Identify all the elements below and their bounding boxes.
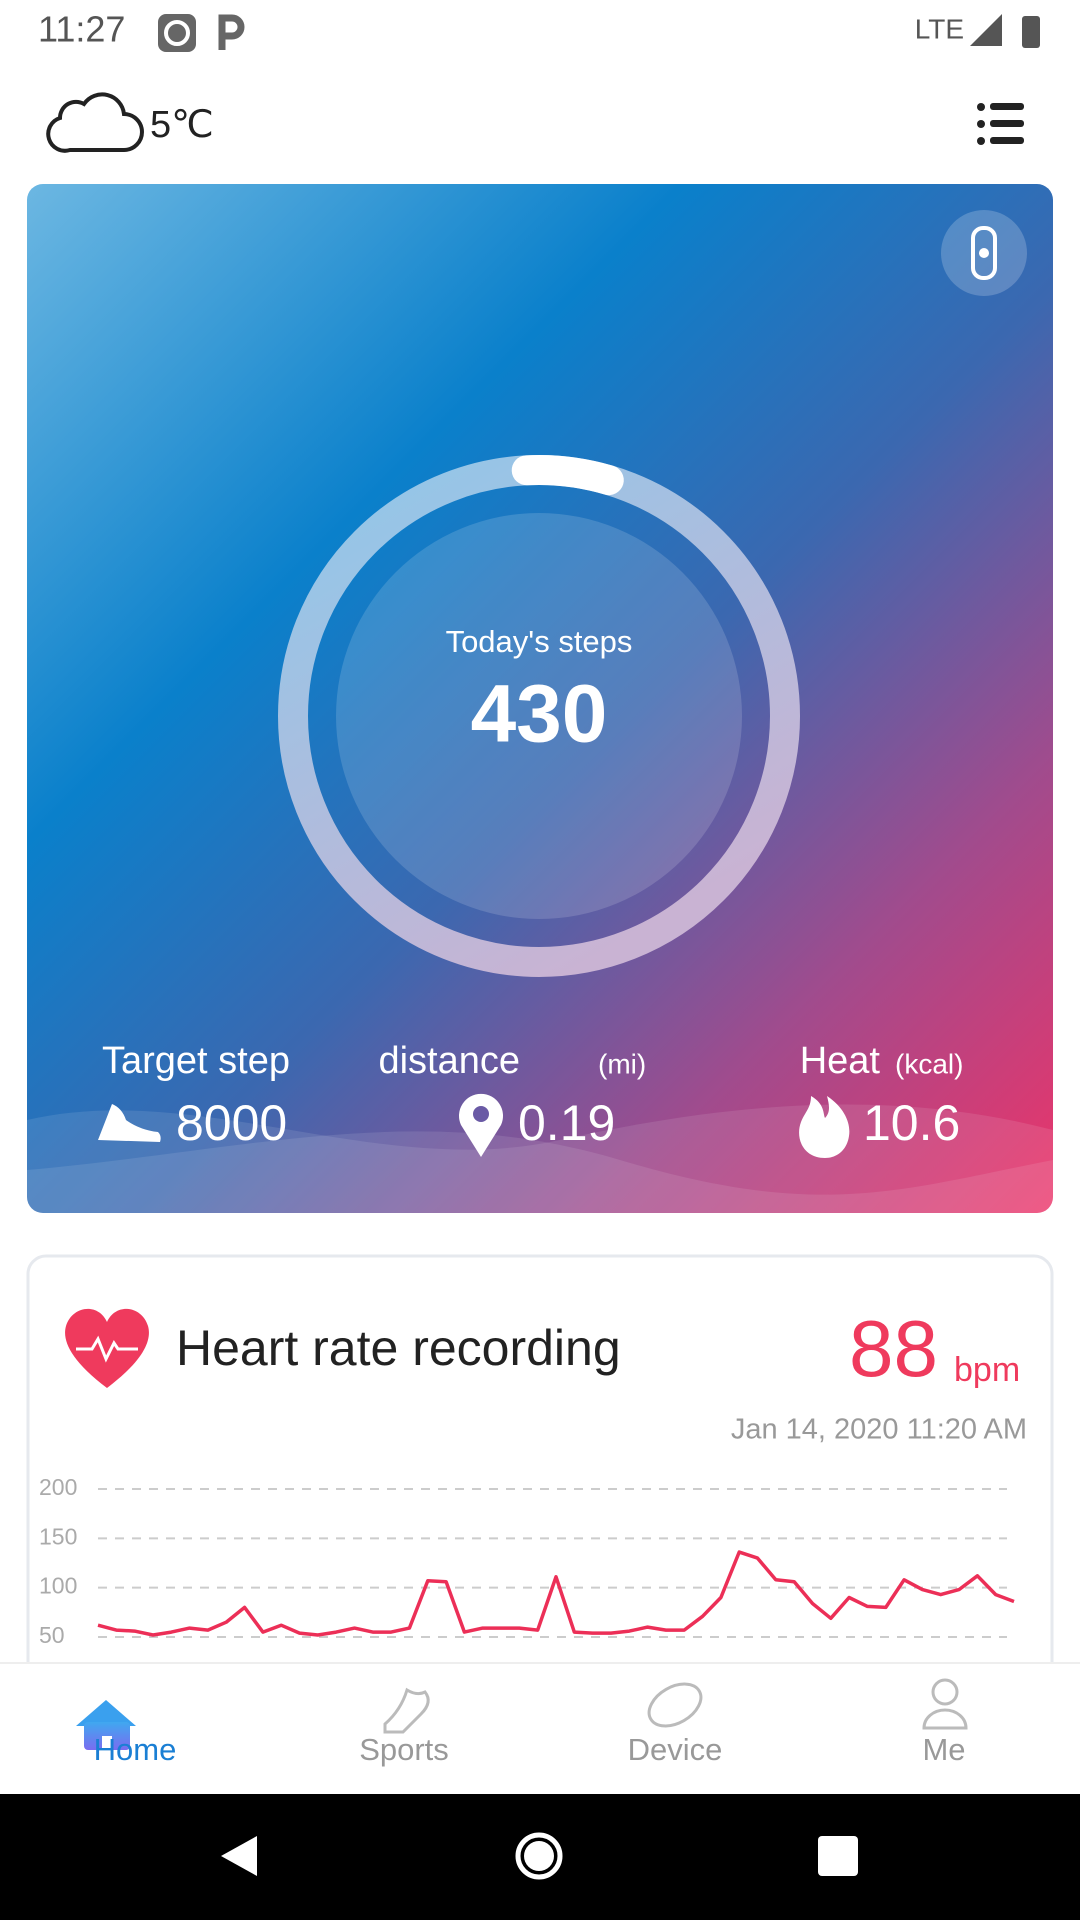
heart-chart: 50 100 150 200 — [39, 1474, 1015, 1648]
bottom-nav — [0, 1663, 1080, 1794]
cloud-icon — [46, 92, 144, 153]
home-button-dot — [524, 1841, 554, 1871]
nav-tab[interactable]: Me — [922, 1732, 965, 1767]
home-button[interactable] — [515, 1832, 563, 1880]
nav-tab[interactable]: Device — [628, 1732, 723, 1767]
progress-arc — [511, 455, 624, 496]
y-tick-label: 150 — [39, 1523, 77, 1549]
status-network: LTE — [915, 13, 964, 44]
status-icon-glyph — [164, 20, 190, 46]
wave — [27, 1104, 1053, 1213]
heat-label: Heat — [800, 1040, 881, 1082]
distance-unit: (mi) — [598, 1048, 646, 1079]
shoe-icon — [98, 1104, 161, 1142]
wave — [27, 1131, 1053, 1213]
band-icon — [971, 226, 997, 280]
nav-tab[interactable]: Home — [94, 1732, 177, 1767]
heart-unit: bpm — [954, 1351, 1020, 1389]
status-icon — [158, 14, 196, 52]
heart-timestamp: Jan 14, 2020 11:20 AM — [731, 1414, 1027, 1446]
y-tick-label: 200 — [39, 1474, 77, 1500]
heart-value: 88 — [849, 1304, 938, 1393]
heat-value: 10.6 — [863, 1095, 960, 1151]
back-button[interactable] — [221, 1836, 257, 1876]
pin-icon-dot — [473, 1106, 489, 1122]
device-icon[interactable] — [642, 1675, 708, 1734]
band-icon-dot — [979, 248, 989, 258]
heat-unit: (kcal) — [895, 1048, 963, 1079]
inner-circle — [336, 513, 742, 919]
signal-icon — [970, 14, 1002, 46]
home-tab[interactable] — [76, 1700, 136, 1750]
pin-icon — [458, 1093, 503, 1157]
me-icon[interactable] — [922, 1678, 968, 1730]
steps-label: Today's steps — [446, 624, 633, 659]
steps-value: 430 — [471, 669, 608, 760]
battery-icon — [1022, 16, 1040, 48]
recents-button[interactable] — [818, 1836, 858, 1876]
target-value: 8000 — [176, 1095, 287, 1151]
steps-card — [27, 184, 1053, 1213]
y-tick-label: 50 — [39, 1622, 65, 1648]
status-time: 11:27 — [38, 9, 125, 50]
sports-icon[interactable] — [383, 1687, 430, 1734]
distance-label: distance — [378, 1040, 520, 1082]
parking-icon — [218, 14, 245, 50]
nav-tab[interactable]: Sports — [359, 1732, 449, 1767]
heart-rate-line — [97, 1550, 1015, 1637]
menu-button[interactable] — [977, 103, 1024, 145]
distance-value: 0.19 — [518, 1095, 615, 1151]
flame-icon — [799, 1096, 850, 1158]
y-tick-label: 100 — [39, 1573, 77, 1599]
heart-pulse — [76, 1335, 138, 1363]
target-label: Target step — [102, 1040, 290, 1082]
heart-icon — [65, 1308, 149, 1388]
temperature: 5℃ — [150, 104, 214, 146]
heart-title: Heart rate recording — [176, 1320, 621, 1376]
